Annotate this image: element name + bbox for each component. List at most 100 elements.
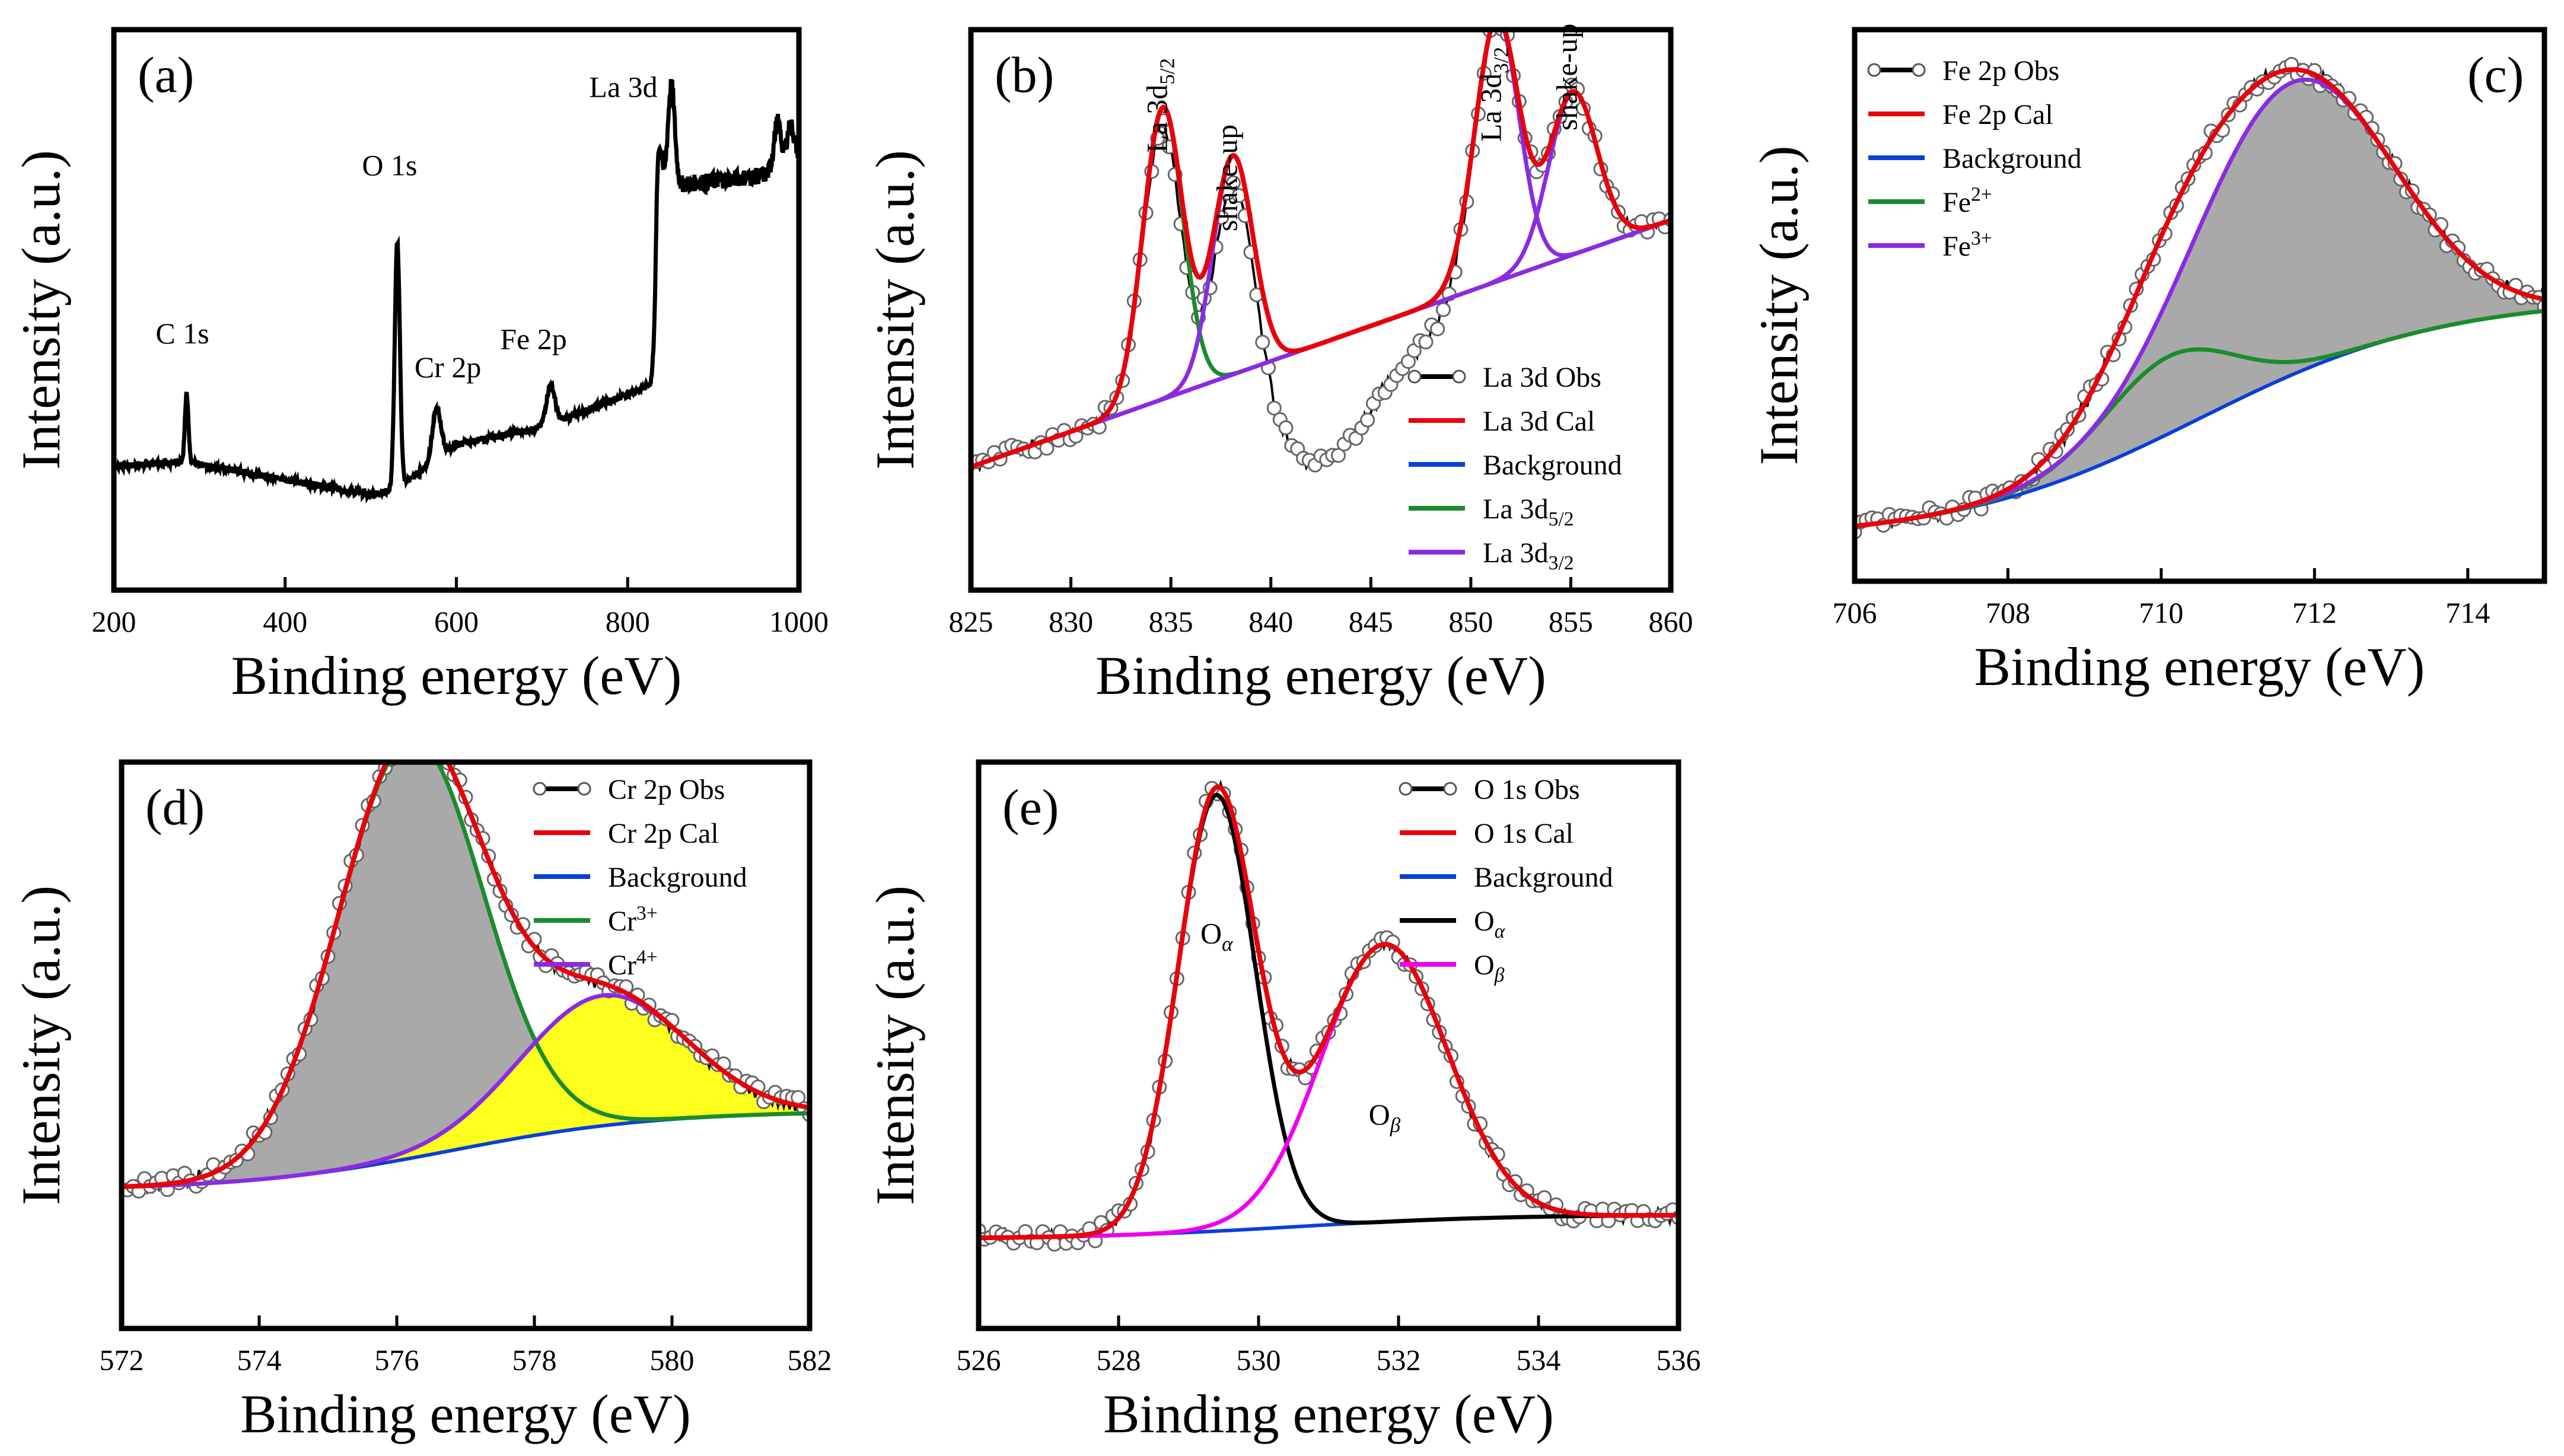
legend-label: O 1s Cal — [1474, 818, 1574, 849]
annotation: La 3d3/2 — [1474, 47, 1512, 142]
obs-point — [1436, 302, 1451, 317]
x-tick-label: 530 — [1237, 1343, 1281, 1377]
legend-marker — [1867, 63, 1881, 77]
legend-marker — [1912, 63, 1926, 77]
x-tick-label: 528 — [1097, 1343, 1141, 1377]
x-tick-label: 400 — [263, 605, 307, 638]
legend-label: La 3d Obs — [1483, 362, 1601, 393]
x-tick-label: 840 — [1248, 605, 1293, 638]
x-axis-label: Binding energy (eV) — [1974, 636, 2425, 697]
x-tick-label: 576 — [375, 1343, 419, 1377]
x-tick-label: 708 — [1986, 596, 2030, 629]
legend-label: Cr 2p Obs — [608, 774, 725, 805]
obs-markers — [979, 780, 1678, 1252]
obs-point — [402, 724, 415, 737]
panel-label: (c) — [2467, 46, 2524, 103]
panel-label: (d) — [145, 779, 205, 836]
annotation: Oα — [1200, 917, 1233, 955]
x-tick-label: 1000 — [769, 605, 829, 638]
series-line-cal — [122, 762, 810, 1189]
component-fill-fe3- — [1855, 79, 2544, 526]
series-line-survey — [114, 79, 799, 504]
x-tick-label: 850 — [1448, 605, 1493, 638]
x-tick-label: 532 — [1377, 1343, 1421, 1377]
legend-label: Oβ — [1474, 950, 1505, 986]
plot-area — [122, 722, 810, 1199]
x-tick-label: 534 — [1517, 1343, 1561, 1377]
x-axis-label: Binding energy (eV) — [1095, 645, 1546, 706]
plot-frame — [119, 759, 813, 1331]
legend: Cr 2p Obs Cr 2p Cal Background Cr3+ Cr4+ — [533, 774, 747, 981]
panel-c: 706 708 710 712 714 Binding energy (eV) Intens… — [1748, 27, 2547, 697]
x-tick-label: 600 — [434, 605, 479, 638]
series-line-cal — [979, 784, 1678, 1241]
y-axis-label: Intensity (a.u.) — [865, 885, 925, 1205]
x-tick-label: 825 — [949, 605, 993, 638]
plot-area — [979, 779, 1678, 1252]
x-tick-label: 800 — [606, 605, 650, 638]
obs-point — [1489, 14, 1502, 27]
obs-point — [1226, 175, 1241, 190]
plot-area — [971, 14, 1671, 473]
panel-label: (e) — [1002, 779, 1059, 836]
x-tick-label: 860 — [1649, 605, 1693, 638]
obs-point — [1360, 412, 1375, 428]
legend-label: Fe2+ — [1942, 184, 1992, 218]
obs-point — [1255, 334, 1270, 350]
x-axis-label: Binding energy (eV) — [240, 1384, 691, 1444]
legend-label: Background — [608, 862, 747, 893]
legend-label: La 3d5/2 — [1483, 493, 1574, 530]
legend-label: Background — [1483, 450, 1622, 481]
legend-label: Cr4+ — [608, 947, 658, 981]
plot-frame — [111, 27, 802, 593]
legend-marker — [1399, 782, 1413, 796]
x-tick-label: 536 — [1657, 1343, 1701, 1377]
panel-label: (b) — [995, 46, 1054, 103]
x-tick-label: 578 — [512, 1343, 557, 1377]
x-axis-label: Binding energy (eV) — [231, 645, 682, 706]
y-axis-label: Intensity (a.u.) — [865, 150, 925, 470]
plot-frame — [968, 27, 1674, 593]
x-tick-label: 714 — [2445, 596, 2490, 629]
x-tick-label: 712 — [2292, 596, 2337, 629]
legend-label: O 1s Obs — [1474, 774, 1580, 805]
obs-point — [1266, 400, 1282, 416]
panel-d: 572 574 576 578 580 582 Binding energy (eV) Int… — [11, 722, 832, 1444]
x-tick-label: 200 — [92, 605, 136, 638]
legend-label: Fe3+ — [1942, 228, 1992, 262]
panel-e: 526 528 530 532 534 536 Binding energy (eV) Int… — [865, 759, 1701, 1444]
series-line-component-2 — [979, 942, 1678, 1240]
obs-point — [396, 725, 409, 738]
panel-b: 825 830 835 840 845 850 855 860 Binding energy (… — [865, 14, 1693, 706]
obs-point — [1418, 334, 1434, 350]
x-tick-label: 582 — [788, 1343, 832, 1377]
legend-label: Background — [1474, 862, 1613, 893]
legend: Fe 2p Obs Fe 2p Cal Background Fe2+ Fe3+ — [1867, 55, 2082, 262]
component-fill-cr4- — [122, 995, 810, 1187]
legend-label: Cr 2p Cal — [608, 818, 719, 849]
x-axis-label: Binding energy (eV) — [1103, 1384, 1554, 1444]
x-tick-label: 580 — [650, 1343, 695, 1377]
panel-label: (a) — [138, 46, 194, 103]
obs-point — [413, 722, 426, 735]
annotation: shake-up — [1550, 24, 1584, 131]
legend-marker — [1443, 782, 1457, 796]
legend-label: Oα — [1474, 906, 1506, 942]
series-line-cal — [1855, 67, 2544, 528]
series-line-obs — [979, 779, 1678, 1248]
plot-area — [114, 79, 799, 504]
x-tick-label: 706 — [1833, 596, 1877, 629]
annotation: La 3d5/2 — [1140, 58, 1179, 153]
legend-marker — [533, 782, 547, 796]
legend-label: La 3d Cal — [1483, 406, 1595, 437]
annotation: Oβ — [1369, 1098, 1401, 1136]
annotation: La 3d — [589, 70, 657, 103]
obs-point — [390, 734, 403, 747]
y-axis-label: Intensity (a.u.) — [11, 150, 71, 470]
legend-label: Cr3+ — [608, 903, 658, 937]
legend-label: La 3d3/2 — [1483, 537, 1574, 574]
obs-point — [431, 745, 444, 758]
annotation: shake-up — [1210, 125, 1243, 232]
x-tick-label: 710 — [2139, 596, 2183, 629]
